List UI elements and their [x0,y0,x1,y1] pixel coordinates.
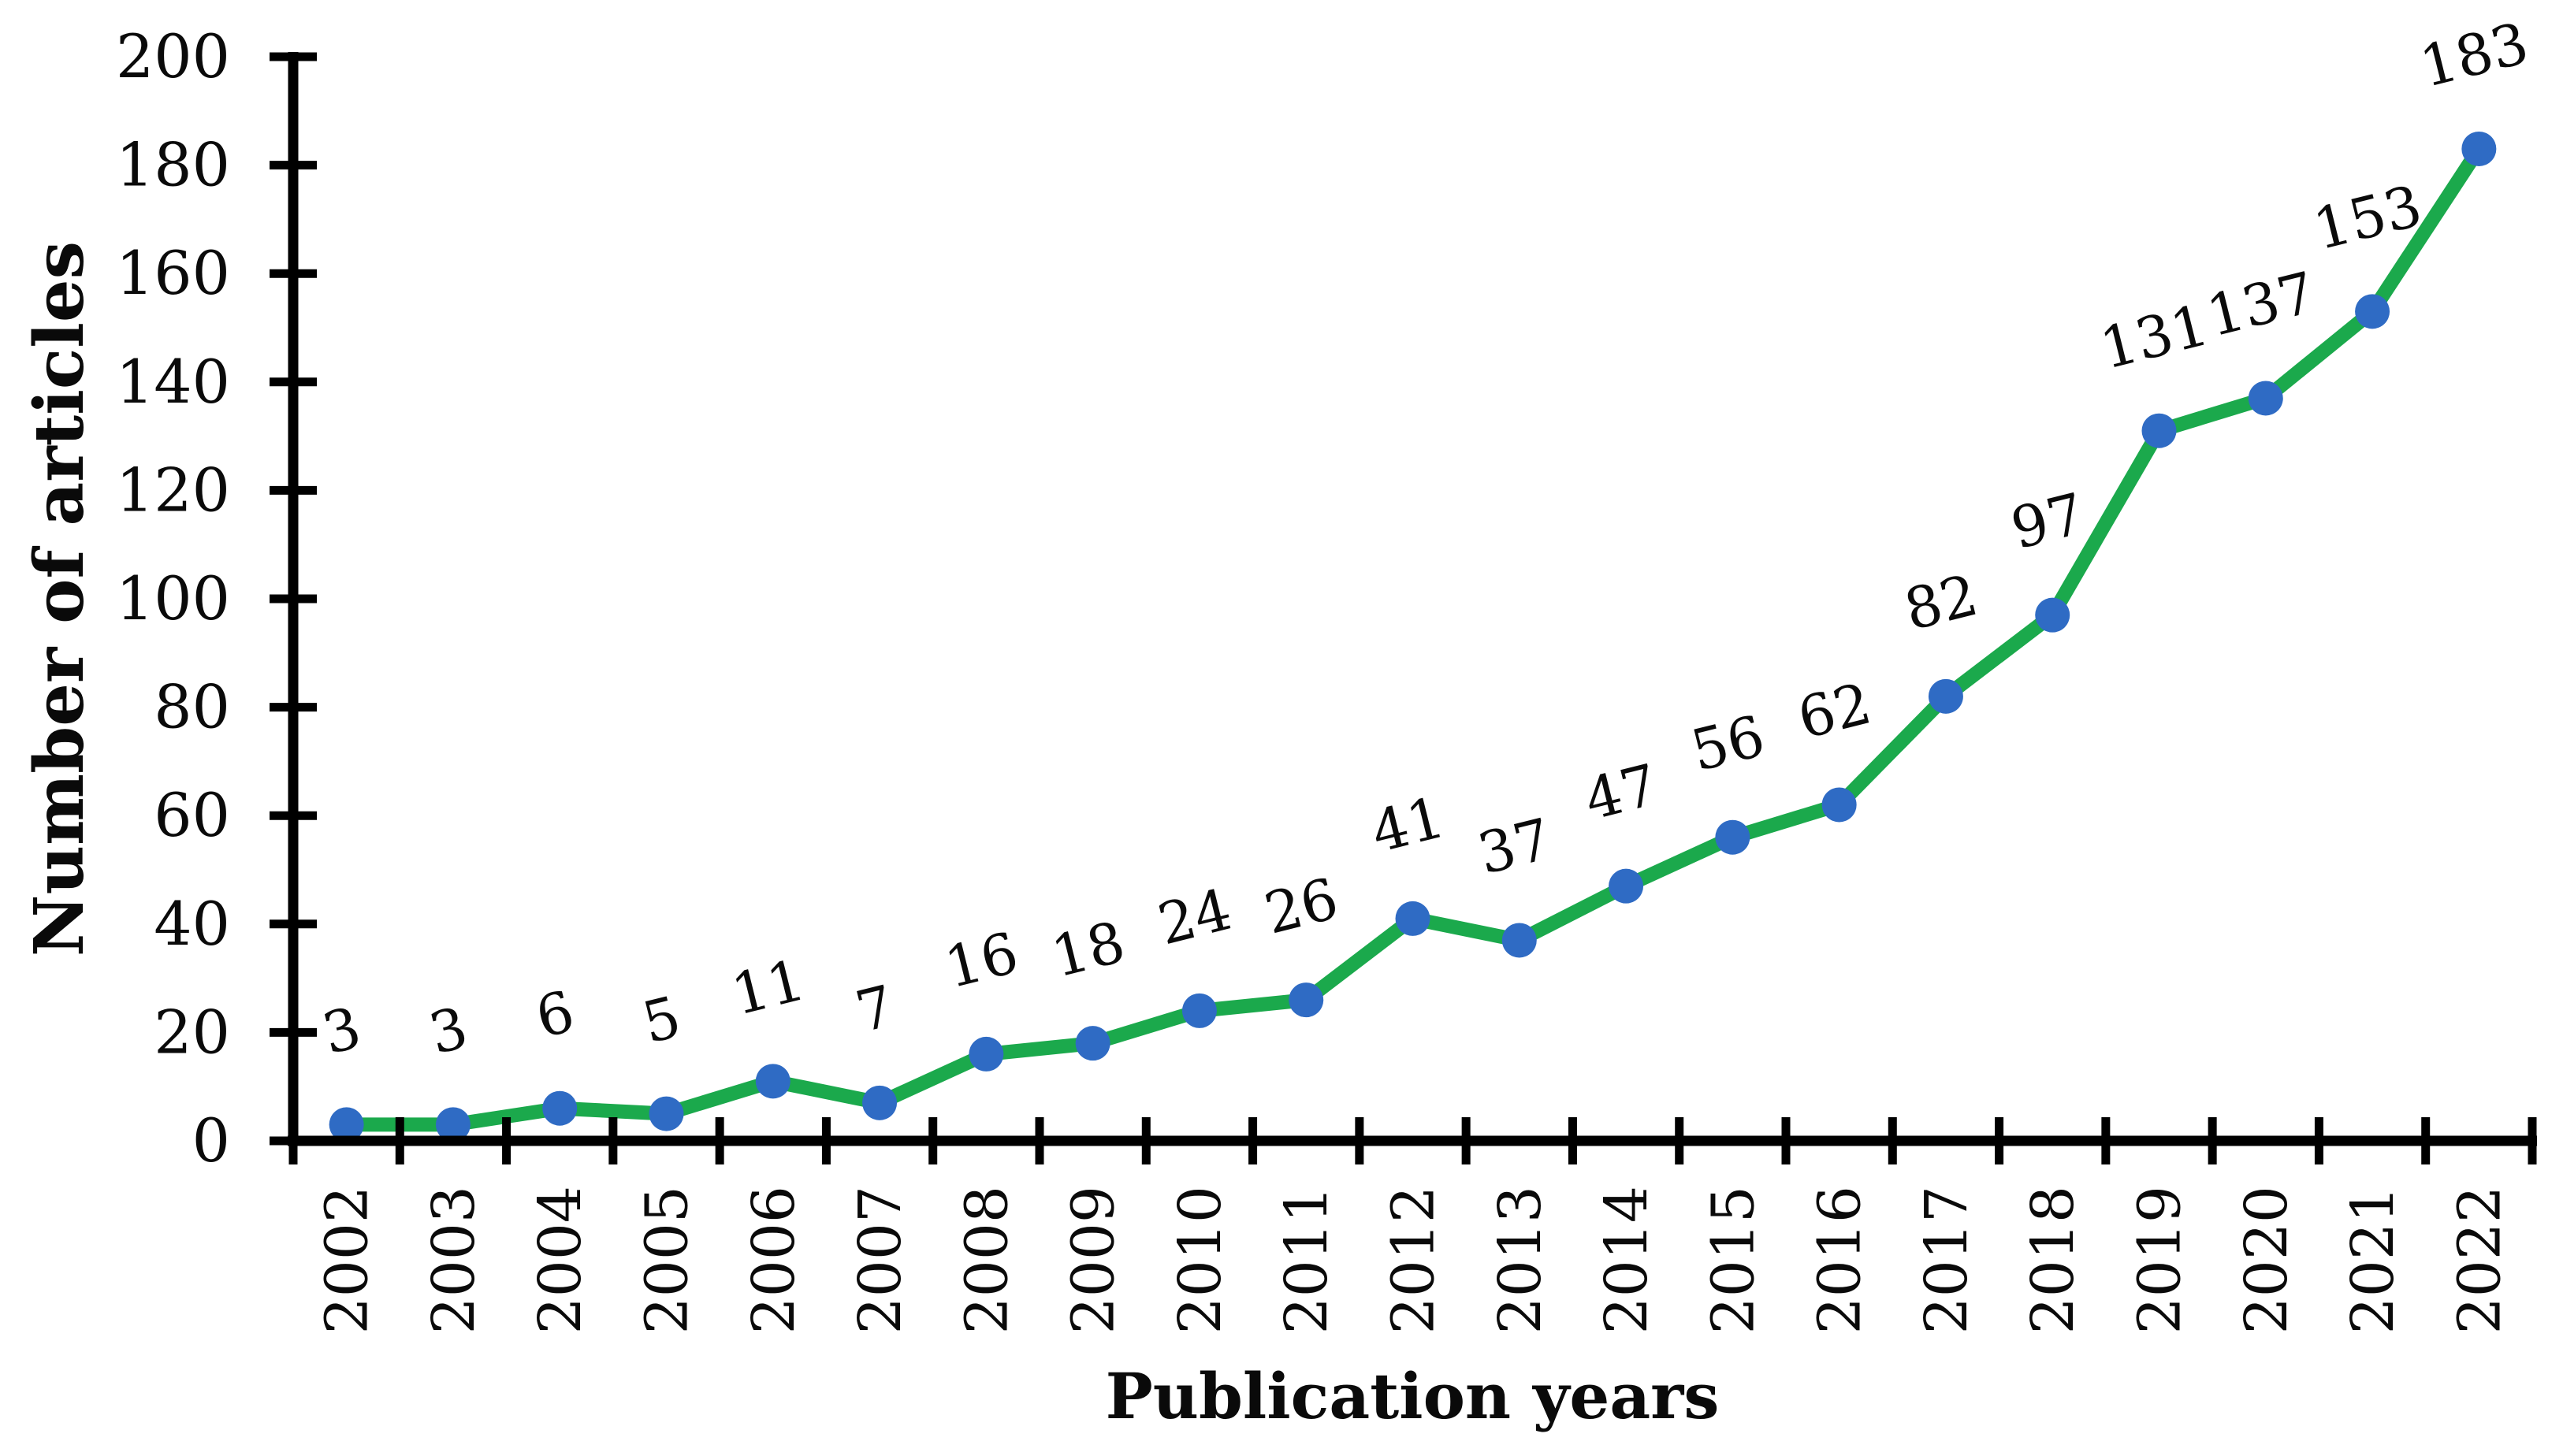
x-tick-label: 2005 [634,1186,701,1334]
data-point-marker [2035,597,2070,633]
data-point-marker [755,1064,790,1099]
data-point-marker [969,1036,1004,1072]
data-point-marker [1289,982,1324,1018]
x-tick-label: 2012 [1380,1186,1448,1334]
data-point-label: 131 [2094,292,2215,382]
trend-line [339,141,2487,1132]
x-tick-label: 2009 [1060,1186,1128,1334]
data-point-marker [435,1107,471,1142]
data-point-marker [2461,131,2497,166]
data-point-label: 3 [316,994,367,1068]
x-tick-label: 2021 [2339,1186,2407,1334]
data-point-label: 62 [1791,670,1877,752]
data-point-label: 6 [530,978,581,1051]
data-point-label: 11 [725,946,811,1028]
data-point-marker [1395,901,1430,936]
x-tick-label: 2014 [1593,1186,1661,1334]
data-point-marker [1609,868,1644,904]
data-point-label: 18 [1045,908,1131,990]
y-tick-label: 180 [116,130,230,200]
y-tick-label: 0 [192,1105,230,1176]
x-tick-label: 2022 [2446,1186,2513,1334]
y-tick-label: 200 [116,21,230,91]
data-point-label: 82 [1898,562,1984,644]
data-point-label: 183 [2413,9,2535,100]
x-tick-label: 2007 [846,1186,914,1334]
data-point-marker [2248,381,2283,416]
y-tick-label: 20 [154,997,230,1067]
x-tick-label: 2011 [1273,1186,1341,1334]
data-point-marker [2141,413,2177,448]
y-tick-label: 160 [116,238,230,308]
y-tick-label: 80 [154,672,230,742]
x-tick-label: 2002 [314,1186,381,1334]
data-point-marker [862,1085,898,1120]
data-point-label: 3 [422,994,474,1068]
x-tick-label: 2015 [1699,1186,1767,1334]
data-point-label: 5 [636,983,687,1057]
x-axis-title: Publication years [1106,1359,1720,1433]
data-point-label: 16 [939,919,1025,1001]
x-tick-label: 2004 [526,1186,594,1334]
data-point-label: 7 [850,972,901,1046]
y-axis-title: Number of articles [20,241,99,956]
y-tick-label: 40 [154,889,230,959]
x-tick-label: 2010 [1166,1186,1234,1334]
x-tick-label: 2017 [1913,1186,1981,1334]
y-tick-label: 100 [116,563,230,633]
data-point-label: 47 [1578,752,1664,834]
x-tick-label: 2006 [740,1186,808,1334]
x-tick-label: 2019 [2126,1186,2194,1334]
data-point-marker [1821,787,1857,823]
data-point-marker [329,1107,364,1142]
x-tick-label: 2003 [420,1186,488,1334]
data-point-label: 37 [1471,805,1557,887]
x-tick-label: 2008 [953,1186,1021,1334]
data-point-marker [2355,294,2390,329]
data-point-marker [1501,923,1537,958]
data-point-marker [1075,1026,1110,1061]
data-point-marker [1928,678,1963,714]
y-tick-label: 120 [116,455,230,525]
x-tick-label: 2020 [2233,1186,2301,1334]
y-tick-label: 140 [116,347,230,417]
data-point-marker [542,1090,578,1126]
data-point-marker [1715,819,1750,855]
y-tick-label: 60 [154,780,230,850]
data-point-label: 56 [1685,703,1771,785]
data-point-label: 26 [1259,865,1345,947]
data-point-label: 97 [2005,481,2091,563]
data-point-label: 137 [2200,259,2322,350]
data-point-marker [649,1096,684,1131]
x-tick-label: 2013 [1486,1186,1554,1334]
data-point-label: 24 [1151,876,1237,958]
data-point-label: 41 [1365,784,1451,866]
x-tick-label: 2018 [2019,1186,2087,1334]
x-tick-label: 2016 [1806,1186,1874,1334]
data-point-marker [1181,993,1217,1028]
